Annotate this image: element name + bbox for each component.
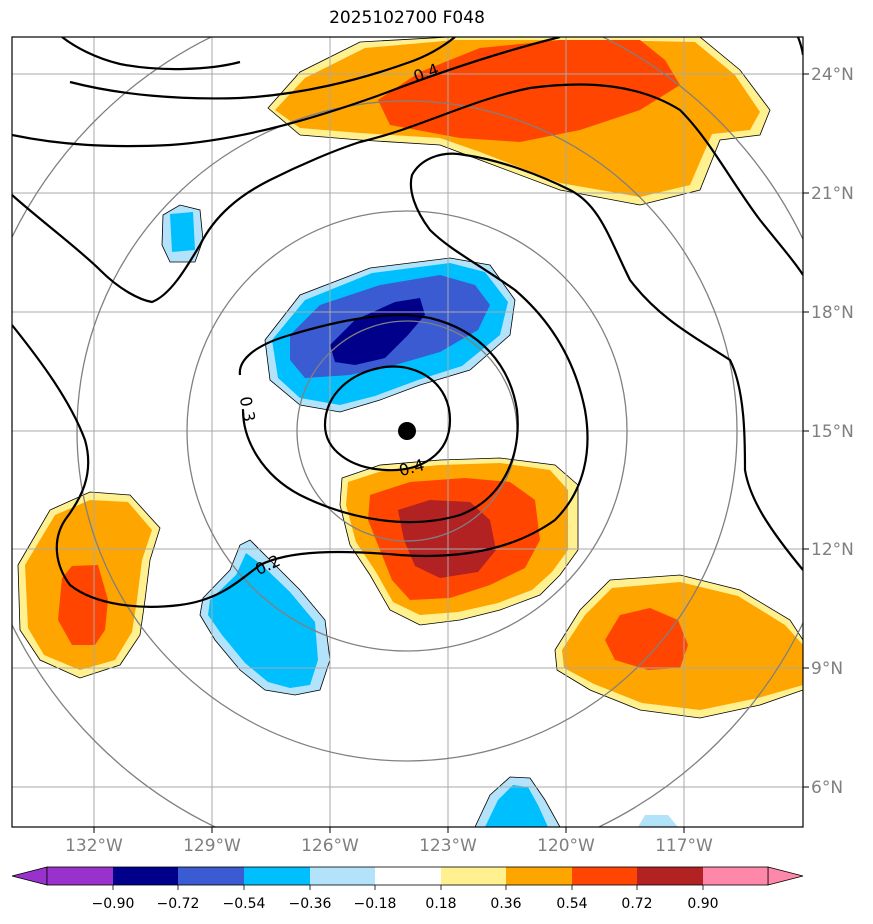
contours bbox=[12, 37, 803, 608]
anomaly-south-small bbox=[475, 777, 678, 827]
colorbar-extend-low bbox=[11, 866, 48, 886]
lon-label-132w: 132°W bbox=[65, 836, 123, 856]
colorbar-label: 0.90 bbox=[687, 896, 718, 912]
colorbar-bin-2 bbox=[113, 867, 178, 885]
colorbar-bin-3 bbox=[178, 867, 244, 885]
lat-label-24n: 24°N bbox=[811, 65, 854, 85]
lon-label-120w: 120°W bbox=[537, 836, 595, 856]
colorbar-bin-8 bbox=[506, 867, 572, 885]
anomaly-small-nw bbox=[162, 205, 203, 262]
colorbar-bin-7 bbox=[441, 867, 506, 885]
colorbar-bin-10 bbox=[637, 867, 703, 885]
gridlines bbox=[12, 37, 803, 827]
colorbar-bin-6 bbox=[375, 867, 441, 885]
map-title: 2025102700 F048 bbox=[329, 8, 485, 28]
colorbar-bin-11 bbox=[703, 867, 768, 885]
colorbar-label: 0.36 bbox=[490, 896, 521, 912]
lat-label-9n: 9°N bbox=[811, 659, 843, 679]
anomaly-central-positive bbox=[340, 458, 578, 625]
map-area[interactable]: 0.4 0.3 0.4 0.2 bbox=[0, 0, 847, 871]
anomaly-se-positive bbox=[555, 575, 803, 718]
colorbar-label: −0.90 bbox=[92, 896, 135, 912]
lat-label-12n: 12°N bbox=[811, 540, 854, 560]
colorbar-label: 0.18 bbox=[425, 896, 456, 912]
anomaly-outlines bbox=[17, 37, 803, 827]
range-rings bbox=[12, 37, 803, 827]
colorbar-extend-high bbox=[767, 866, 804, 886]
lat-axis: 24°N 21°N 18°N 15°N 12°N 9°N 6°N bbox=[803, 65, 854, 798]
colorbar-label: −0.72 bbox=[157, 896, 200, 912]
lat-label-18n: 18°N bbox=[811, 303, 854, 323]
anomaly-central-negative bbox=[265, 258, 515, 412]
map-frame bbox=[11, 36, 804, 828]
colorbar-label: −0.54 bbox=[223, 896, 266, 912]
lon-label-117w: 117°W bbox=[655, 836, 713, 856]
lon-axis: 132°W 129°W 126°W 123°W 120°W 117°W bbox=[65, 827, 713, 856]
lat-label-21n: 21°N bbox=[811, 184, 854, 204]
colorbar-bin-5 bbox=[310, 867, 375, 885]
lon-label-129w: 129°W bbox=[183, 836, 241, 856]
colorbar-label: 0.72 bbox=[621, 896, 652, 912]
colorbar-bin-1 bbox=[47, 867, 113, 885]
colorbar-label: −0.18 bbox=[354, 896, 397, 912]
contour-label-west: 0.3 bbox=[236, 395, 259, 423]
lon-label-123w: 123°W bbox=[419, 836, 477, 856]
colorbar: −0.90 −0.72 −0.54 −0.36 −0.18 0.18 0.36 … bbox=[11, 866, 804, 912]
colorbar-label: −0.36 bbox=[289, 896, 332, 912]
colorbar-bin-9 bbox=[572, 867, 637, 885]
storm-center-dot bbox=[398, 422, 416, 440]
colorbar-label: 0.54 bbox=[556, 896, 587, 912]
lat-label-15n: 15°N bbox=[811, 422, 854, 442]
colorbar-bin-4 bbox=[244, 867, 310, 885]
anomaly-sw-negative bbox=[200, 540, 330, 695]
lat-label-6n: 6°N bbox=[811, 778, 843, 798]
lon-label-126w: 126°W bbox=[301, 836, 359, 856]
